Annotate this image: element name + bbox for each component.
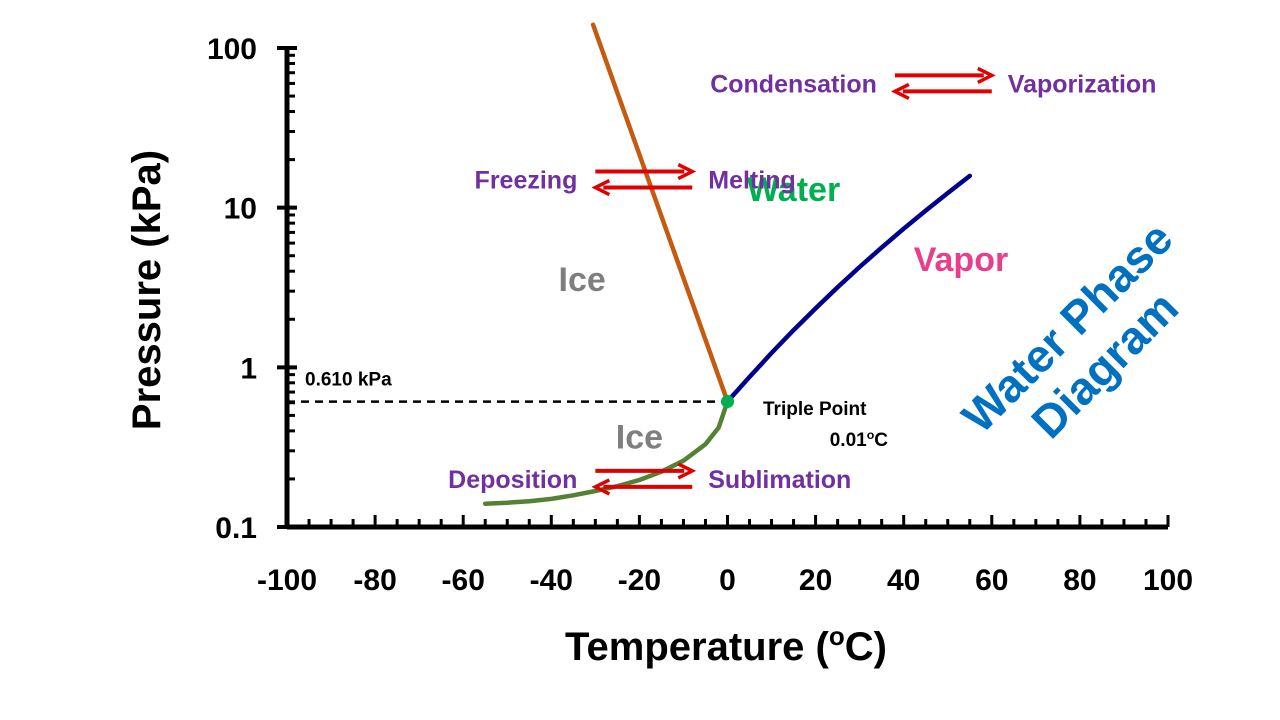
- x-tick-label: -60: [442, 564, 485, 597]
- region-label-water: Water: [747, 171, 840, 209]
- region-label-ice_upper: Ice: [559, 261, 606, 299]
- y-tick-label: 100: [207, 33, 257, 66]
- y-tick-label: 0.1: [215, 512, 257, 545]
- triple-point-label: Triple Point: [763, 399, 867, 420]
- x-tick-label: -20: [618, 564, 661, 597]
- region-label-ice_lower: Ice: [616, 419, 663, 457]
- triple-point-temperature: 0.01oC: [830, 428, 889, 451]
- x-tick-label: -40: [530, 564, 573, 597]
- reference-line-label: 0.610 kPa: [305, 370, 392, 391]
- x-tick-label: -100: [257, 564, 317, 597]
- solid-gas-right-label: Sublimation: [708, 466, 851, 494]
- x-tick-label: 40: [887, 564, 920, 597]
- solid-gas-forward-arrow-head: [677, 462, 697, 480]
- y-axis-title: Pressure (kPa): [125, 150, 169, 430]
- solid-liquid-right-label: Melting: [708, 167, 796, 195]
- liquid-gas-left-label: Condensation: [710, 70, 877, 98]
- triple-point-marker: [721, 394, 735, 408]
- solid-liquid-left-label: Freezing: [475, 167, 578, 195]
- liquid-gas-reverse-arrow-head: [890, 82, 910, 100]
- reference-line-group: 0.610 kPa: [287, 370, 728, 403]
- process-arrows: [591, 66, 996, 496]
- x-tick-label: 0: [719, 564, 736, 597]
- solid-liquid-forward-arrow-head: [677, 162, 697, 181]
- x-tick-label: 60: [975, 564, 1008, 597]
- x-tick-label: 20: [799, 564, 832, 597]
- solid-gas-left-label: Deposition: [448, 466, 577, 494]
- x-tick-label: 100: [1143, 564, 1193, 597]
- region-label-vapor: Vapor: [914, 241, 1008, 279]
- x-tick-label: -80: [353, 564, 396, 597]
- axes: -100 -80 -60 -40 -20 0 20 40 60 80 100 0.1 1 10 100: [207, 33, 1193, 597]
- y-tick-label: 1: [240, 352, 257, 385]
- chart-labels: Triple Point 0.01oC Ice Water Vapor Ice Freezi…: [448, 70, 1156, 494]
- liquid-gas-forward-arrow-head: [977, 66, 996, 84]
- x-axis-title: Temperature (oC): [565, 621, 887, 669]
- solid-liquid-reverse-arrow-head: [591, 178, 611, 197]
- y-tick-label: 10: [224, 193, 257, 226]
- melting-curve: [590, 22, 730, 404]
- solid-gas-reverse-arrow-head: [591, 478, 611, 496]
- vaporization-curve: [725, 173, 973, 404]
- x-tick-label: 80: [1063, 564, 1096, 597]
- liquid-gas-right-label: Vaporization: [1008, 70, 1157, 98]
